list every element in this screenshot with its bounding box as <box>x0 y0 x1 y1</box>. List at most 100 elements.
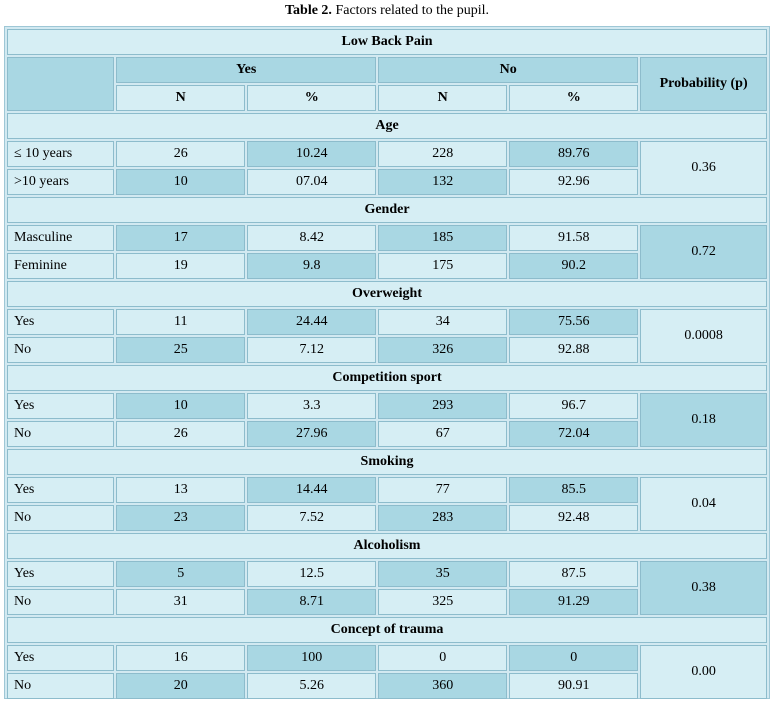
header-yes-n: N <box>116 85 246 111</box>
yes-pct-cell: 9.8 <box>247 253 377 279</box>
yes-pct-cell: 8.71 <box>247 589 377 615</box>
table-row: Yes 16 100 0 0 0.00 <box>7 645 767 699</box>
yes-pct-cell: 7.52 <box>247 505 377 531</box>
header-probability: Probability (p) <box>640 57 767 111</box>
no-n-cell: 77 <box>378 477 508 503</box>
no-pct-cell: 91.29 <box>509 589 639 615</box>
yes-pct-cell: 5.26 <box>247 673 377 699</box>
row-label: No <box>7 337 115 363</box>
table-caption: Table 2. Factors related to the pupil. <box>0 0 774 24</box>
no-pct-cell: 72.04 <box>509 421 639 447</box>
row-label: Yes <box>7 477 115 503</box>
row-label: No <box>7 505 115 531</box>
no-pct-cell: 0 <box>509 645 639 671</box>
table-row: Yes 11 24.44 34 75.56 0.0008 <box>7 309 767 363</box>
no-n-cell: 132 <box>378 169 508 195</box>
table-row: No 23 7.52 283 92.48 <box>7 505 767 531</box>
row-label: No <box>7 589 115 615</box>
table-row: No 25 7.12 326 92.88 <box>7 337 767 363</box>
table-row: Yes 5 12.5 35 87.5 0.38 <box>7 561 767 615</box>
table-row: No 20 5.26 360 90.91 <box>7 673 767 699</box>
yes-pct-cell: 10.24 <box>247 141 377 167</box>
row-label: Feminine <box>7 253 115 279</box>
table-row: Yes 13 14.44 77 85.5 0.04 <box>7 477 767 531</box>
yes-pct-cell: 07.04 <box>247 169 377 195</box>
no-n-cell: 0 <box>378 645 508 671</box>
row-label: Yes <box>7 309 115 335</box>
probability-cell: 0.18 <box>640 393 767 447</box>
yes-pct-cell: 14.44 <box>247 477 377 503</box>
yes-pct-cell: 3.3 <box>247 393 377 419</box>
row-label: Masculine <box>7 225 115 251</box>
row-label: Yes <box>7 645 115 671</box>
row-label: Yes <box>7 393 115 419</box>
no-pct-cell: 87.5 <box>509 561 639 587</box>
yes-n-cell: 16 <box>116 645 246 671</box>
yes-pct-cell: 7.12 <box>247 337 377 363</box>
caption-text: Factors related to the pupil. <box>331 3 490 18</box>
table-container: Low Back Pain Yes No Probability (p) N %… <box>4 26 770 699</box>
yes-n-cell: 11 <box>116 309 246 335</box>
yes-n-cell: 5 <box>116 561 246 587</box>
probability-cell: 0.00 <box>640 645 767 699</box>
header-no-n: N <box>378 85 508 111</box>
section-header: Age <box>7 113 767 139</box>
probability-cell: 0.36 <box>640 141 767 195</box>
no-pct-cell: 92.48 <box>509 505 639 531</box>
no-n-cell: 228 <box>378 141 508 167</box>
yes-n-cell: 23 <box>116 505 246 531</box>
header-yes: Yes <box>116 57 377 83</box>
yes-pct-cell: 27.96 <box>247 421 377 447</box>
yes-n-cell: 13 <box>116 477 246 503</box>
yes-n-cell: 10 <box>116 393 246 419</box>
no-pct-cell: 90.91 <box>509 673 639 699</box>
no-n-cell: 325 <box>378 589 508 615</box>
no-pct-cell: 92.96 <box>509 169 639 195</box>
yes-n-cell: 20 <box>116 673 246 699</box>
no-n-cell: 35 <box>378 561 508 587</box>
yes-n-cell: 25 <box>116 337 246 363</box>
no-n-cell: 175 <box>378 253 508 279</box>
header-blank-cell <box>7 57 115 111</box>
row-label: No <box>7 673 115 699</box>
table-row: Masculine 17 8.42 185 91.58 0.72 <box>7 225 767 279</box>
probability-cell: 0.04 <box>640 477 767 531</box>
table-row: Yes 10 3.3 293 96.7 0.18 <box>7 393 767 447</box>
row-label: >10 years <box>7 169 115 195</box>
probability-cell: 0.72 <box>640 225 767 279</box>
yes-pct-cell: 100 <box>247 645 377 671</box>
no-n-cell: 34 <box>378 309 508 335</box>
table-row: Feminine 19 9.8 175 90.2 <box>7 253 767 279</box>
section-header: Smoking <box>7 449 767 475</box>
section-header: Concept of trauma <box>7 617 767 643</box>
section-header: Gender <box>7 197 767 223</box>
yes-pct-cell: 8.42 <box>247 225 377 251</box>
no-pct-cell: 92.88 <box>509 337 639 363</box>
table-row: ≤ 10 years 26 10.24 228 89.76 0.36 <box>7 141 767 195</box>
no-pct-cell: 89.76 <box>509 141 639 167</box>
yes-pct-cell: 24.44 <box>247 309 377 335</box>
no-pct-cell: 75.56 <box>509 309 639 335</box>
no-n-cell: 360 <box>378 673 508 699</box>
table-title-cell: Low Back Pain <box>7 29 767 55</box>
yes-n-cell: 26 <box>116 421 246 447</box>
no-n-cell: 326 <box>378 337 508 363</box>
section-header: Alcoholism <box>7 533 767 559</box>
yes-n-cell: 31 <box>116 589 246 615</box>
caption-label: Table 2. <box>284 3 332 18</box>
table-row: >10 years 10 07.04 132 92.96 <box>7 169 767 195</box>
no-n-cell: 67 <box>378 421 508 447</box>
probability-cell: 0.0008 <box>640 309 767 363</box>
yes-pct-cell: 12.5 <box>247 561 377 587</box>
no-pct-cell: 91.58 <box>509 225 639 251</box>
row-label: ≤ 10 years <box>7 141 115 167</box>
header-yes-pct: % <box>247 85 377 111</box>
row-label: No <box>7 421 115 447</box>
yes-n-cell: 17 <box>116 225 246 251</box>
no-n-cell: 185 <box>378 225 508 251</box>
header-no-pct: % <box>509 85 639 111</box>
row-label: Yes <box>7 561 115 587</box>
section-header: Competition sport <box>7 365 767 391</box>
table-row: No 26 27.96 67 72.04 <box>7 421 767 447</box>
no-n-cell: 293 <box>378 393 508 419</box>
